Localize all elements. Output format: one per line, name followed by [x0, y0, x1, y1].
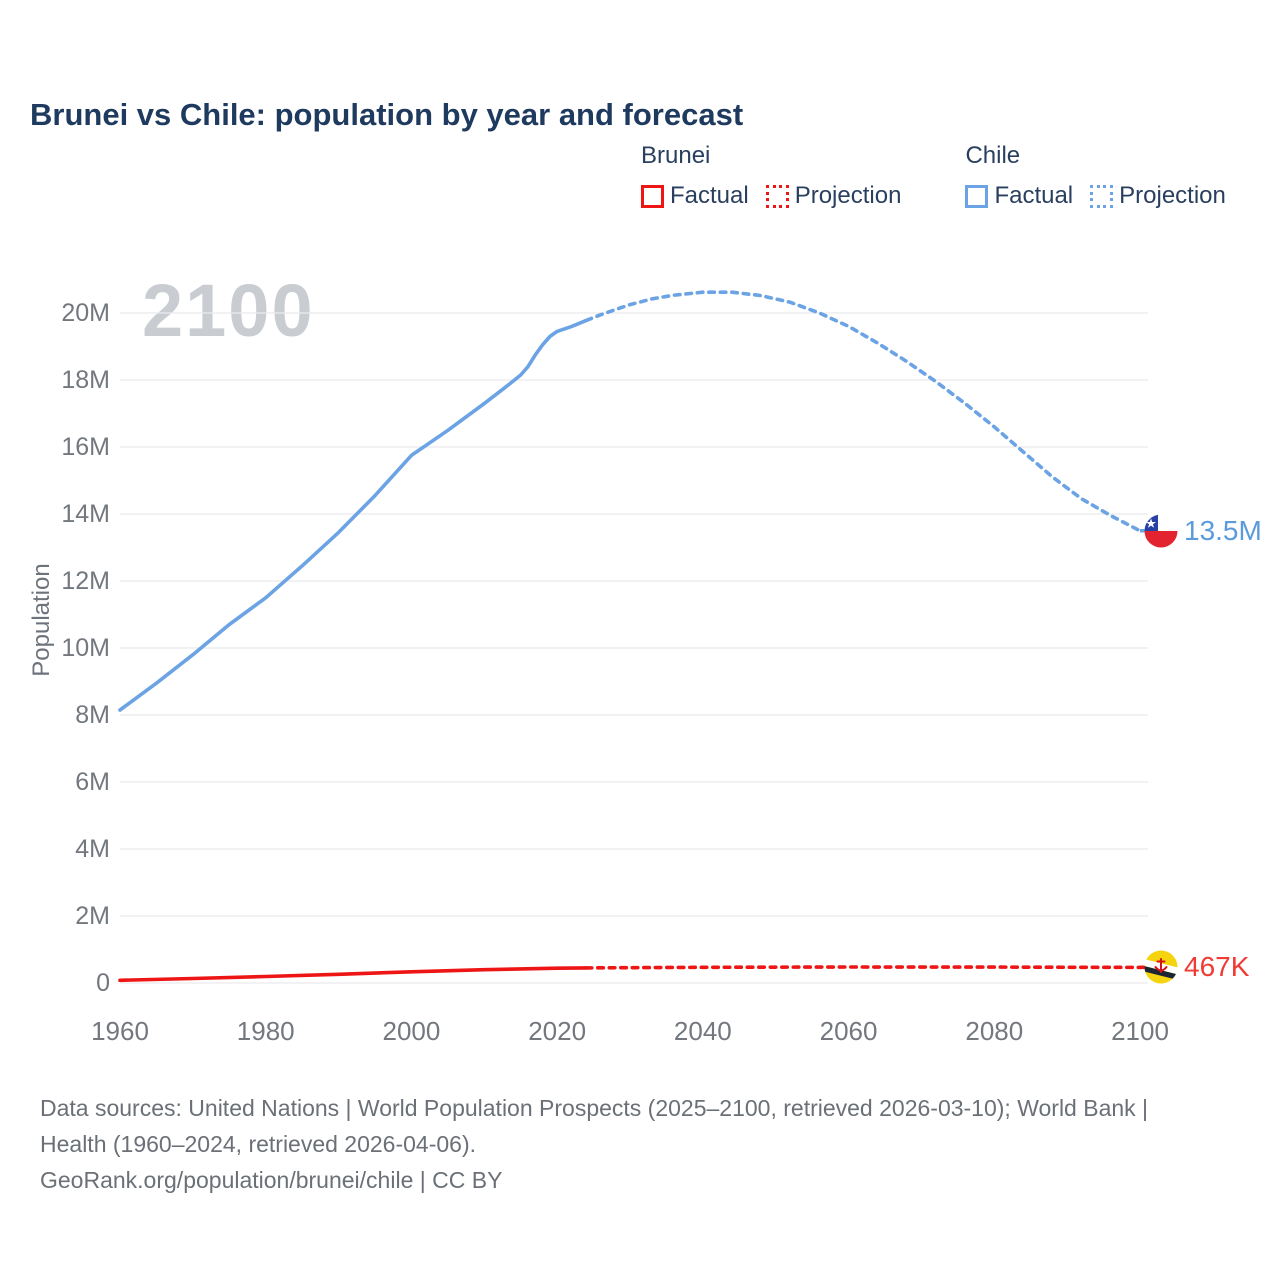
x-tick-label: 2100: [1111, 1016, 1169, 1046]
y-tick-label: 14M: [61, 500, 110, 528]
data-sources-text: Data sources: United Nations | World Pop…: [40, 1095, 1149, 1157]
series-path-brunei-factual: [118, 966, 589, 983]
page-title: Brunei vs Chile: population by year and …: [30, 96, 744, 132]
brunei-flag-icon: [1144, 950, 1178, 984]
x-tick-label: 2060: [820, 1016, 878, 1046]
x-tick-label: 2020: [528, 1016, 586, 1046]
legend-item-label: Projection: [1119, 182, 1226, 209]
legend-group-chile: Chile Factual Projection: [965, 142, 1226, 210]
legend-item-brunei-factual[interactable]: Factual: [641, 182, 749, 210]
legend-item-label: Factual: [994, 182, 1074, 209]
y-tick-label: 6M: [75, 768, 110, 796]
x-tick-label: 2040: [674, 1016, 732, 1046]
legend-group-brunei: Brunei Factual Projection: [641, 142, 901, 210]
brunei-factual-swatch: [641, 184, 664, 208]
y-tick-label: 8M: [75, 701, 110, 729]
legend-item-chile-projection[interactable]: Projection: [1090, 182, 1226, 210]
chile-factual-swatch: [965, 184, 989, 208]
y-tick-label: 20M: [61, 299, 110, 327]
series-path-chile-factual: [118, 318, 589, 712]
legend: Brunei Factual Projection Chile Factual …: [641, 142, 1226, 210]
legend-group-title: Chile: [965, 142, 1021, 169]
y-tick-label: 10M: [61, 634, 110, 662]
x-tick-label: 2000: [383, 1016, 441, 1046]
watermark-year: 2100: [142, 269, 315, 352]
chart-footer: Data sources: United Nations | World Pop…: [40, 1090, 1220, 1198]
y-tick-label: 4M: [75, 835, 110, 863]
y-tick-label: 18M: [61, 366, 110, 394]
series-path-chile-projection: [584, 290, 1142, 533]
attribution-link[interactable]: GeoRank.org/population/brunei/chile | CC…: [40, 1167, 503, 1193]
y-tick-label: 16M: [61, 433, 110, 461]
y-tick-label: 0: [96, 969, 110, 997]
legend-item-brunei-projection[interactable]: Projection: [765, 182, 902, 210]
legend-item-chile-factual[interactable]: Factual: [965, 182, 1073, 210]
x-tick-label: 1980: [237, 1016, 295, 1046]
brunei-end-value: 467K: [1184, 951, 1250, 982]
chart-canvas: 0 2M 4M 6M 8M 10M 12M 14M 16M 18M 20M 1960 1980 2000 2…: [61, 290, 1169, 1046]
chile-projection-swatch: [1090, 184, 1114, 208]
x-tick-label: 1960: [91, 1016, 149, 1046]
chile-end-value: 13.5M: [1184, 515, 1262, 546]
chile-flag-icon: [1144, 514, 1178, 548]
legend-group-title: Brunei: [641, 142, 711, 169]
x-tick-label: 2080: [965, 1016, 1023, 1046]
legend-item-label: Projection: [794, 182, 902, 209]
y-tick-label: 12M: [61, 567, 110, 595]
legend-item-label: Factual: [670, 182, 749, 209]
y-tick-label: 2M: [75, 902, 110, 930]
brunei-projection-swatch: [765, 184, 789, 208]
series-path-brunei-projection: [584, 965, 1142, 970]
